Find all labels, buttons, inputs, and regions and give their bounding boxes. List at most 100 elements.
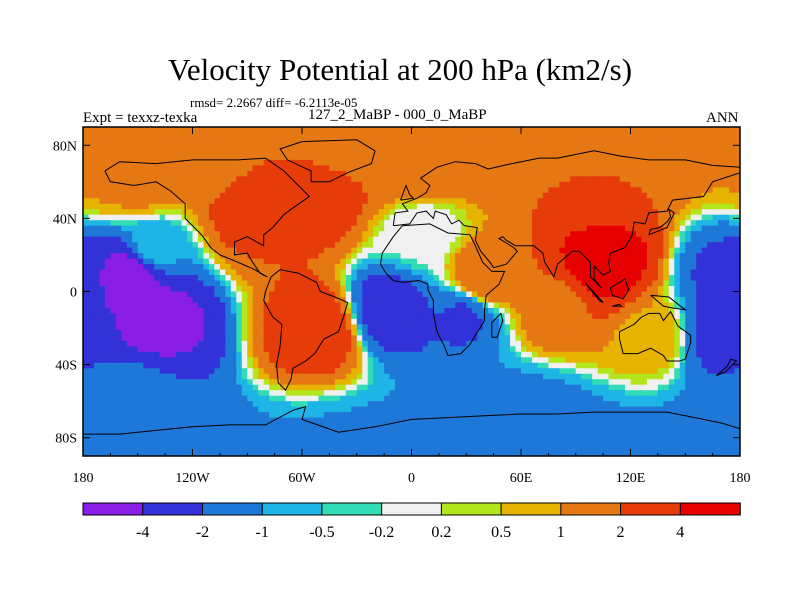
field-cell <box>263 132 270 139</box>
field-cell <box>384 346 391 353</box>
field-cell <box>154 296 161 304</box>
field-cell <box>707 286 714 293</box>
field-cell <box>455 181 462 188</box>
field-cell <box>126 137 133 145</box>
field-cell <box>433 253 440 260</box>
field-cell <box>521 165 528 172</box>
field-cell <box>471 231 478 238</box>
field-cell <box>581 242 588 249</box>
field-cell <box>548 176 555 183</box>
field-cell <box>208 209 215 216</box>
field-cell <box>657 269 664 276</box>
field-cell <box>208 351 215 358</box>
field-cell <box>176 253 183 260</box>
field-cell <box>422 346 429 353</box>
field-cell <box>586 220 593 227</box>
field-cell <box>548 286 555 293</box>
field-cell <box>482 192 489 199</box>
field-cell <box>603 346 610 353</box>
field-cell <box>219 203 226 210</box>
field-cell <box>411 296 418 304</box>
field-cell <box>247 231 254 238</box>
field-cell <box>252 258 259 265</box>
field-cell <box>230 137 237 145</box>
field-cell <box>460 253 467 260</box>
field-cell <box>373 313 380 320</box>
field-cell <box>433 154 440 161</box>
field-cell <box>334 340 341 347</box>
chart-title: Velocity Potential at 200 hPa (km2/s) <box>167 52 633 87</box>
field-cell <box>608 253 615 260</box>
field-cell <box>723 307 730 315</box>
field-cell <box>104 296 111 304</box>
field-cell <box>93 280 101 287</box>
field-cell <box>542 176 549 183</box>
field-cell <box>504 291 511 298</box>
field-cell <box>460 165 467 172</box>
field-cell <box>236 253 243 260</box>
field-cell <box>701 346 708 353</box>
field-cell <box>663 324 670 331</box>
field-cell <box>389 214 396 221</box>
field-cell <box>564 203 571 210</box>
field-cell <box>312 192 320 199</box>
field-cell <box>329 148 336 156</box>
field-cell <box>499 258 506 265</box>
field-cell <box>449 242 456 249</box>
field-cell <box>537 154 544 161</box>
field-cell <box>521 318 528 325</box>
field-cell <box>165 253 172 260</box>
field-cell <box>110 225 117 232</box>
field-cell <box>241 214 248 221</box>
field-cell <box>165 220 172 227</box>
field-cell <box>340 209 347 216</box>
field-cell <box>542 286 549 293</box>
field-cell <box>575 148 582 156</box>
field-cell <box>274 264 281 271</box>
field-cell <box>384 231 391 238</box>
field-cell <box>685 258 692 265</box>
field-cell <box>373 340 380 347</box>
field-cell <box>466 286 473 293</box>
field-cell <box>575 258 582 265</box>
field-cell <box>542 346 549 353</box>
field-cell <box>537 291 544 298</box>
field-cell <box>471 329 478 336</box>
field-cell <box>187 302 194 309</box>
field-cell <box>83 275 90 282</box>
field-cell <box>280 236 287 243</box>
field-cell <box>482 318 489 325</box>
field-cell <box>192 269 199 276</box>
field-cell <box>597 214 604 221</box>
field-cell <box>679 203 686 210</box>
field-cell <box>641 324 648 331</box>
field-cell <box>723 159 730 166</box>
field-cell <box>526 286 533 293</box>
field-cell <box>258 307 265 315</box>
field-cell <box>187 307 194 315</box>
field-cell <box>668 269 675 276</box>
field-cell <box>400 203 407 210</box>
field-cell <box>351 148 358 156</box>
field-cell <box>564 346 571 353</box>
field-cell <box>608 176 615 183</box>
field-cell <box>318 318 325 325</box>
field-cell <box>389 286 396 293</box>
field-cell <box>635 286 643 293</box>
field-cell <box>685 192 692 199</box>
field-cell <box>646 137 653 145</box>
field-cell <box>466 209 473 216</box>
field-cell <box>285 286 292 293</box>
field-cell <box>280 340 287 347</box>
field-cell <box>488 132 495 139</box>
field-cell <box>646 307 653 315</box>
field-cell <box>104 209 111 216</box>
field-cell <box>236 181 243 188</box>
field-cell <box>400 307 407 315</box>
field-cell <box>373 181 380 188</box>
field-cell <box>603 324 610 331</box>
field-cell <box>630 159 637 166</box>
field-cell <box>592 176 599 183</box>
field-cell <box>575 302 582 309</box>
field-cell <box>718 296 725 304</box>
